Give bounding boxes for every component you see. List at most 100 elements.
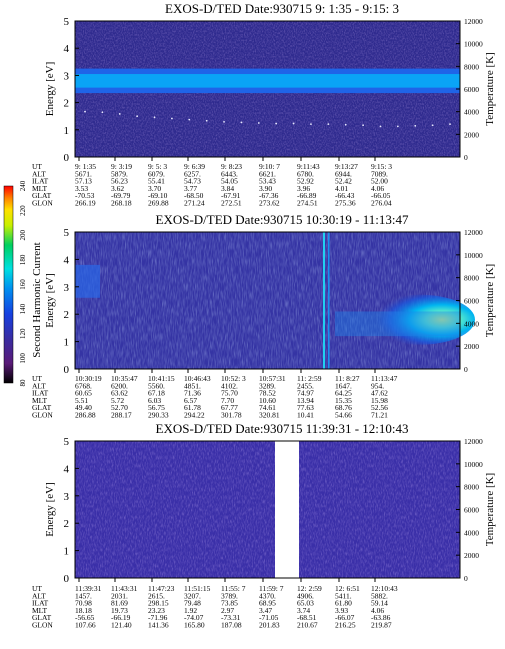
energy-tick-label: 1 — [64, 125, 70, 137]
orbit-row-label: UT — [32, 584, 42, 593]
orbit-cell: 9: 6:39 — [184, 162, 205, 171]
orbit-cell: 219.87 — [371, 621, 392, 630]
orbit-cell: 6200. — [111, 381, 128, 390]
energy-tick-label: 3 — [64, 282, 70, 294]
orbit-cell: 4906. — [297, 591, 314, 600]
temperature-point — [292, 122, 295, 125]
temperature-axis-label: Temperature [K] — [484, 473, 496, 546]
orbit-cell: 1647. — [335, 381, 352, 390]
orbit-cell: -69.79 — [111, 191, 131, 200]
orbit-cell: 52.56 — [371, 403, 388, 412]
energy-tick-label: 1 — [64, 337, 70, 349]
orbit-cell: 5879. — [111, 169, 128, 178]
low-energy-enhancement — [335, 311, 460, 337]
orbit-cell: 4.06 — [371, 184, 384, 193]
orbit-cell: 9:13:27 — [335, 162, 358, 171]
temperature-point — [449, 123, 451, 126]
orbit-cell: 19.73 — [111, 606, 128, 615]
orbit-cell: 5.51 — [75, 396, 88, 405]
orbit-cell: 9: 5: 3 — [148, 162, 167, 171]
early-feature — [75, 264, 100, 298]
orbit-cell: 10:35:47 — [111, 374, 138, 383]
orbit-cell: 9:10: 7 — [259, 162, 280, 171]
temperature-tick-label: 6000 — [464, 297, 479, 306]
orbit-cell: 12:10:43 — [371, 584, 398, 593]
orbit-cell: 11:51:15 — [184, 584, 211, 593]
orbit-cell: 201.83 — [259, 621, 280, 630]
orbit-cell: 3.96 — [297, 184, 310, 193]
colorbar-tick-label: 160 — [19, 279, 27, 290]
energy-tick-label: 5 — [64, 16, 70, 28]
orbit-cell: 216.25 — [335, 621, 356, 630]
temperature-point — [431, 124, 434, 127]
orbit-cell: 5671. — [75, 169, 92, 178]
orbit-cell: 6257. — [184, 169, 201, 178]
orbit-cell: 290.33 — [148, 411, 169, 420]
colorbar-scale — [3, 185, 14, 384]
orbit-cell: 6944. — [335, 169, 352, 178]
orbit-cell: 165.80 — [184, 621, 205, 630]
orbit-cell: 78.52 — [259, 389, 276, 398]
orbit-cell: 52.70 — [111, 403, 128, 412]
colorbar-tick-label: 180 — [19, 254, 27, 265]
orbit-cell: 9:11:43 — [297, 162, 320, 171]
orbit-cell: 301.78 — [221, 411, 242, 420]
orbit-cell: 10:46:43 — [184, 374, 211, 383]
orbit-table: UTALTILATMLTGLATGLON11:39:311457.70.9818… — [32, 578, 398, 630]
orbit-cell: 10:41:15 — [148, 374, 175, 383]
colorbar-tick-label: 240 — [19, 180, 27, 191]
orbit-cell: 74.61 — [259, 403, 276, 412]
colorbar-tick-label: 120 — [19, 328, 27, 339]
orbit-cell: 74.97 — [297, 389, 314, 398]
orbit-row-label: UT — [32, 162, 42, 171]
orbit-cell: 5.72 — [111, 396, 124, 405]
temperature-tick-label: 10000 — [464, 251, 483, 260]
orbit-cell: 61.78 — [184, 403, 201, 412]
energy-tick-label: 0 — [64, 573, 70, 585]
orbit-cell: 57.13 — [75, 177, 92, 186]
temperature-tick-label: 10000 — [464, 40, 483, 49]
temperature-point — [240, 121, 243, 124]
temperature-point — [379, 125, 382, 128]
orbit-cell: 63.62 — [111, 389, 128, 398]
orbit-cell: 6.03 — [148, 396, 161, 405]
orbit-row-label: ILAT — [32, 177, 49, 186]
orbit-cell: 56.75 — [148, 403, 165, 412]
orbit-cell: 54.05 — [221, 177, 238, 186]
colorbar: 80 100 120 140 160 180 200 220 240 Second Harmoni… — [3, 180, 43, 387]
temperature-tick-label: 0 — [464, 365, 468, 374]
orbit-cell: 4.01 — [335, 184, 348, 193]
energy-tick-label: 2 — [64, 309, 70, 321]
orbit-cell: 2031. — [111, 591, 128, 600]
orbit-cell: 73.85 — [221, 599, 238, 608]
orbit-cell: 12: 6:51 — [335, 584, 360, 593]
temperature-point — [118, 113, 121, 115]
orbit-cell: 3289. — [259, 381, 276, 390]
temperature-point — [171, 117, 173, 120]
temperature-tick-label: 4000 — [464, 108, 479, 117]
orbit-row-label: GLON — [32, 621, 53, 630]
orbit-cell: 5411. — [335, 591, 352, 600]
orbit-cell: 1457. — [75, 591, 92, 600]
energy-tick-label: 5 — [64, 436, 70, 448]
orbit-cell: 272.51 — [221, 199, 242, 208]
temperature-tick-label: 0 — [464, 153, 468, 162]
colorbar-tick-label: 140 — [19, 303, 27, 314]
orbit-cell: 274.51 — [297, 199, 318, 208]
orbit-cell: 3.77 — [184, 184, 197, 193]
temperature-tick-label: 6000 — [464, 506, 479, 515]
orbit-cell: 4851. — [184, 381, 201, 390]
panel-2: EXOS-D/TED Date:930715 10:30:19 - 11:13:… — [32, 212, 496, 420]
orbit-cell: -67.91 — [221, 191, 241, 200]
orbit-cell: 23.23 — [148, 606, 165, 615]
orbit-cell: 6621. — [259, 169, 276, 178]
orbit-cell: 2615. — [148, 591, 165, 600]
orbit-cell: 55.41 — [148, 177, 165, 186]
orbit-cell: 266.19 — [75, 199, 96, 208]
orbit-cell: 64.25 — [335, 389, 352, 398]
temperature-point — [414, 124, 417, 127]
orbit-cell: 11:47:23 — [148, 584, 175, 593]
orbit-cell: 121.40 — [111, 621, 132, 630]
orbit-cell: 3.90 — [259, 184, 272, 193]
